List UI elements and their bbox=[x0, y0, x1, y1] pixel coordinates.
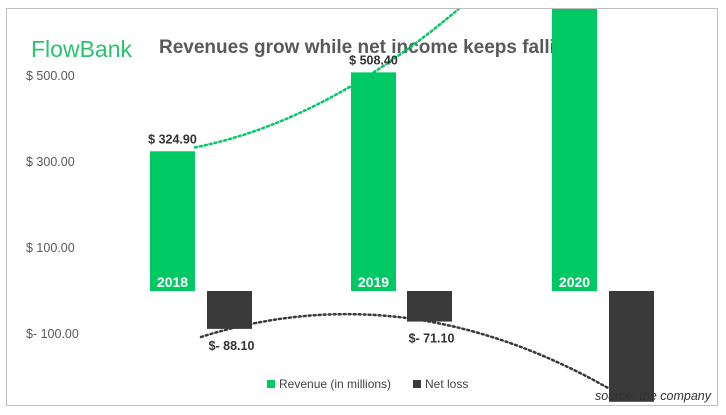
legend-swatch-net-loss bbox=[413, 380, 421, 388]
legend-label-revenue: Revenue (in millions) bbox=[279, 377, 391, 391]
revenue-bar bbox=[351, 72, 396, 291]
category-label: 2020 bbox=[559, 274, 590, 290]
revenue-bar bbox=[150, 151, 195, 291]
net-loss-value-label: $- 88.10 bbox=[209, 339, 255, 353]
source-note: source: the company bbox=[595, 389, 712, 403]
legend: Revenue (in millions) Net loss bbox=[267, 377, 468, 391]
trend-lines bbox=[193, 9, 611, 390]
legend-swatch-revenue bbox=[267, 380, 275, 388]
legend-label-net-loss: Net loss bbox=[425, 377, 468, 391]
revenue-value-label: $ 324.90 bbox=[148, 132, 197, 146]
net-loss-bar bbox=[609, 291, 654, 402]
y-tick-label: $ 300.00 bbox=[26, 155, 75, 169]
y-axis: $ 900.00$ 700.00$ 500.00$ 300.00$ 100.00… bbox=[26, 69, 79, 341]
y-tick-label: $ 500.00 bbox=[26, 69, 75, 83]
chart-frame: FlowBank Revenues grow while net income … bbox=[6, 8, 718, 406]
net-loss-value-label: $- 71.10 bbox=[409, 332, 455, 346]
revenue-value-label: $ 508.40 bbox=[349, 53, 398, 67]
category-label: 2018 bbox=[157, 274, 188, 290]
net-loss-bar bbox=[207, 291, 252, 329]
bars bbox=[150, 9, 654, 402]
revenue-trend-line bbox=[193, 9, 461, 149]
revenue-bar bbox=[552, 9, 597, 292]
logo-part-bank: Bank bbox=[80, 36, 133, 62]
logo-part-flow: Flow bbox=[31, 36, 80, 62]
chart-svg: FlowBank Revenues grow while net income … bbox=[26, 9, 712, 403]
category-label: 2019 bbox=[358, 274, 389, 290]
logo: FlowBank bbox=[31, 36, 132, 62]
y-tick-label: $ 100.00 bbox=[26, 241, 75, 255]
chart-title: Revenues grow while net income keeps fal… bbox=[159, 37, 578, 58]
net-loss-bar bbox=[407, 291, 452, 322]
y-tick-label: $- 100.00 bbox=[26, 327, 79, 341]
net-loss-trend-line bbox=[199, 312, 611, 390]
